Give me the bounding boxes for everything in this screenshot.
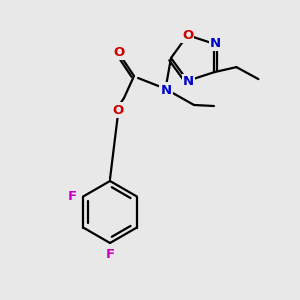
Text: O: O (112, 103, 124, 116)
Text: N: N (210, 38, 221, 50)
Text: N: N (183, 75, 194, 88)
Text: F: F (105, 248, 115, 260)
Text: F: F (68, 190, 77, 203)
Text: O: O (113, 46, 124, 59)
Text: O: O (182, 29, 193, 42)
Text: N: N (160, 83, 172, 97)
